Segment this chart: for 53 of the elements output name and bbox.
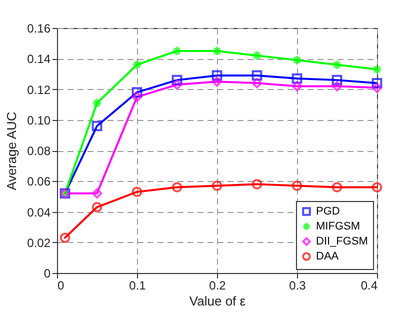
point <box>332 182 342 192</box>
point <box>372 182 382 192</box>
x-tick-label: 0.2 <box>209 278 226 292</box>
point <box>132 186 142 198</box>
point <box>372 82 382 93</box>
point <box>252 70 262 81</box>
point <box>332 74 342 86</box>
point <box>252 50 262 61</box>
x-tick-label: 0.4 <box>360 278 378 292</box>
y-tick-label: 0.08 <box>27 144 51 158</box>
point <box>372 78 382 88</box>
point <box>92 98 102 108</box>
legend-label: DAA <box>316 250 340 262</box>
y-tick-label: 0.02 <box>27 236 51 250</box>
point <box>60 232 70 243</box>
x-tick-label: 0.3 <box>289 278 306 292</box>
point <box>172 182 182 192</box>
y-tick-label: 0.16 <box>27 22 51 36</box>
legend-label: MIFGSM <box>316 220 360 232</box>
point <box>212 76 222 87</box>
y-tick-label: 0.10 <box>27 113 51 128</box>
point <box>172 46 182 56</box>
point <box>172 74 182 86</box>
y-tick-label: 0.04 <box>27 205 51 220</box>
legend-label: PGD <box>316 206 340 218</box>
point <box>212 46 222 56</box>
point <box>92 188 102 199</box>
point <box>92 202 102 212</box>
point <box>132 92 142 102</box>
point <box>212 70 222 81</box>
point <box>92 120 102 132</box>
x-tick-label: 0 <box>58 278 64 292</box>
point <box>292 180 302 191</box>
point <box>292 73 302 84</box>
y-axis-title: Average AUC <box>4 112 20 190</box>
point <box>252 179 262 190</box>
x-axis-title: Value of ε <box>189 294 246 308</box>
point <box>332 60 342 70</box>
point <box>132 87 142 98</box>
y-tick-label: 0.12 <box>27 82 51 97</box>
y-tick-label: 0 <box>44 266 51 280</box>
point <box>132 60 142 70</box>
legend-label: DII_FGSM <box>316 236 368 248</box>
point <box>292 54 302 66</box>
y-tick-label: 0.06 <box>27 174 51 189</box>
x-tick-label: 0.1 <box>129 278 146 292</box>
point <box>252 78 262 88</box>
point <box>332 81 342 92</box>
y-tick-label: 0.14 <box>27 52 51 66</box>
point <box>292 81 302 92</box>
point <box>212 180 222 191</box>
point <box>372 64 382 75</box>
point <box>172 79 182 90</box>
